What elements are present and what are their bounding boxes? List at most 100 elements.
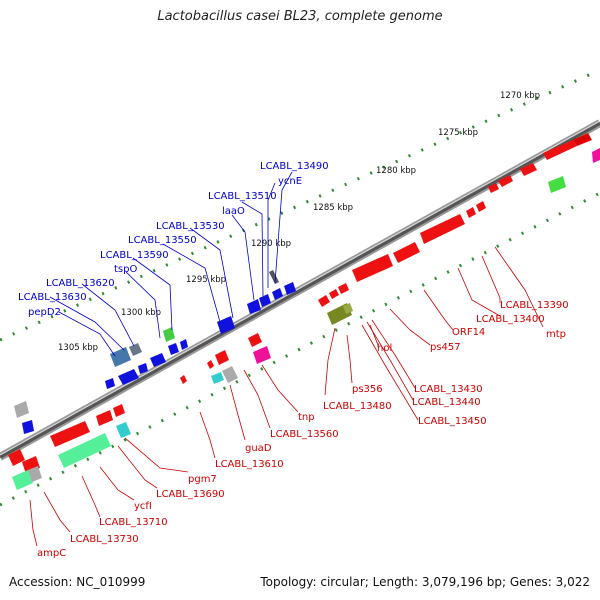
scale-label: 1280 kbp	[376, 166, 416, 176]
gene-feature[interactable]	[96, 410, 113, 426]
gene-label[interactable]: LCABL_13390	[500, 300, 569, 311]
gene-feature[interactable]	[180, 375, 187, 384]
forward-genes[interactable]	[14, 133, 600, 434]
gene-feature[interactable]	[592, 148, 600, 163]
gene-feature[interactable]	[498, 175, 513, 187]
gene-feature[interactable]	[211, 372, 224, 384]
gene-feature[interactable]	[338, 283, 349, 294]
scale-label: 1305 kbp	[58, 343, 98, 353]
gene-label[interactable]: ampC	[37, 548, 66, 559]
scale-ticks	[0, 68, 600, 507]
gene-label[interactable]: laaO	[222, 206, 245, 217]
gene-label[interactable]: LCABL_13630	[18, 292, 87, 303]
accession-label: Accession: NC_010999	[9, 575, 146, 589]
gene-feature[interactable]	[393, 242, 420, 263]
gene-feature[interactable]	[520, 163, 537, 176]
gene-label[interactable]: ycfI	[134, 501, 152, 512]
gene-label[interactable]: LCABL_13530	[156, 221, 225, 232]
gene-feature[interactable]	[248, 333, 262, 347]
gene-label[interactable]: LCABL_13610	[215, 459, 284, 470]
gene-feature[interactable]	[12, 470, 33, 490]
gene-feature[interactable]	[329, 289, 339, 299]
gene-feature[interactable]	[343, 303, 353, 314]
gene-feature[interactable]	[138, 363, 148, 374]
gene-feature[interactable]	[14, 401, 29, 418]
gene-label[interactable]: LCABL_13430	[414, 384, 483, 395]
reverse-label-lines	[29, 246, 544, 547]
scale-label: 1270 kbp	[500, 91, 540, 101]
gene-label[interactable]: ps356	[352, 384, 383, 395]
gene-label[interactable]: LCABL_13590	[100, 250, 169, 261]
gene-feature[interactable]	[420, 214, 465, 244]
gene-feature[interactable]	[150, 353, 166, 367]
scale-label: 1285 kbp	[313, 203, 353, 213]
gene-label[interactable]: LCABL_13510	[208, 191, 277, 202]
scale-label: 1300 kbp	[121, 308, 161, 318]
scale-label: 1295 kbp	[186, 275, 226, 285]
gene-feature[interactable]	[58, 433, 111, 468]
gene-feature[interactable]	[247, 299, 261, 314]
gene-label[interactable]: ps457	[430, 342, 461, 353]
gene-label[interactable]: LCABL_13560	[270, 429, 339, 440]
forward-labels: LCABL_13490 ycnE LCABL_13510 laaO LCABL_…	[18, 161, 329, 318]
gene-feature[interactable]	[543, 140, 577, 160]
gene-feature[interactable]	[22, 420, 34, 434]
gene-label[interactable]: LCABL_13480	[323, 401, 392, 412]
gene-feature[interactable]	[548, 176, 566, 193]
gene-feature[interactable]	[180, 339, 188, 350]
gene-feature[interactable]	[113, 404, 125, 417]
gene-feature[interactable]	[253, 346, 271, 364]
gene-feature[interactable]	[476, 201, 486, 212]
gene-label[interactable]: LCABL_13490	[260, 161, 329, 172]
gene-label[interactable]: tnp	[298, 412, 315, 423]
gene-feature[interactable]	[573, 133, 592, 146]
gene-label[interactable]: LCABL_13450	[418, 416, 487, 427]
scale-label: 1290 kbp	[251, 239, 291, 249]
gene-feature[interactable]	[116, 422, 131, 438]
gene-feature[interactable]	[110, 347, 131, 367]
gene-feature[interactable]	[168, 343, 179, 355]
gene-feature[interactable]	[207, 360, 214, 369]
gene-label[interactable]: ycnE	[278, 176, 302, 187]
gene-label[interactable]: tspO	[114, 264, 137, 275]
inner-tick-line	[0, 191, 600, 507]
gene-feature[interactable]	[215, 350, 229, 365]
gene-label[interactable]: LCABL_13710	[99, 517, 168, 528]
chromosome-backbone	[0, 119, 600, 461]
gene-label[interactable]: mtp	[546, 329, 566, 340]
genome-title: Lactobacillus casei BL23, complete genom…	[157, 9, 443, 24]
scale-label: 1275 kbp	[438, 128, 478, 138]
gene-feature[interactable]	[217, 316, 235, 334]
gene-feature[interactable]	[284, 282, 296, 295]
gene-label[interactable]: hol	[377, 343, 392, 354]
gene-label[interactable]: LCABL_13440	[412, 397, 481, 408]
gene-feature[interactable]	[272, 288, 283, 300]
gene-label[interactable]: LCABL_13690	[156, 489, 225, 500]
gene-feature[interactable]	[28, 466, 42, 482]
gene-feature[interactable]	[105, 378, 115, 389]
reverse-genes[interactable]	[8, 303, 353, 490]
gene-feature[interactable]	[466, 207, 476, 218]
gene-label[interactable]: LCABL_13400	[476, 314, 545, 325]
gene-feature[interactable]	[222, 366, 238, 383]
gene-feature[interactable]	[259, 294, 271, 307]
gene-feature[interactable]	[118, 369, 139, 385]
gene-feature[interactable]	[269, 270, 279, 284]
gene-label[interactable]: pepD2	[28, 307, 61, 318]
gene-label[interactable]: guaD	[245, 443, 272, 454]
gene-label[interactable]: LCABL_13730	[70, 534, 139, 545]
gene-feature[interactable]	[352, 254, 393, 282]
scale-labels: 1270 kbp 1275 kbp 1280 kbp 1285 kbp 1290…	[58, 91, 540, 353]
gene-feature[interactable]	[163, 327, 175, 342]
gene-label[interactable]: ORF14	[452, 327, 485, 338]
forward-label-lines	[49, 171, 293, 357]
gene-feature[interactable]	[129, 343, 142, 356]
gene-label[interactable]: LCABL_13550	[128, 235, 197, 246]
gene-label[interactable]: LCABL_13620	[46, 278, 115, 289]
gene-feature[interactable]	[50, 421, 90, 447]
gene-label[interactable]: pgm7	[188, 474, 217, 485]
gene-feature[interactable]	[8, 449, 25, 466]
gene-feature[interactable]	[318, 295, 330, 307]
gene-feature[interactable]	[488, 183, 499, 193]
